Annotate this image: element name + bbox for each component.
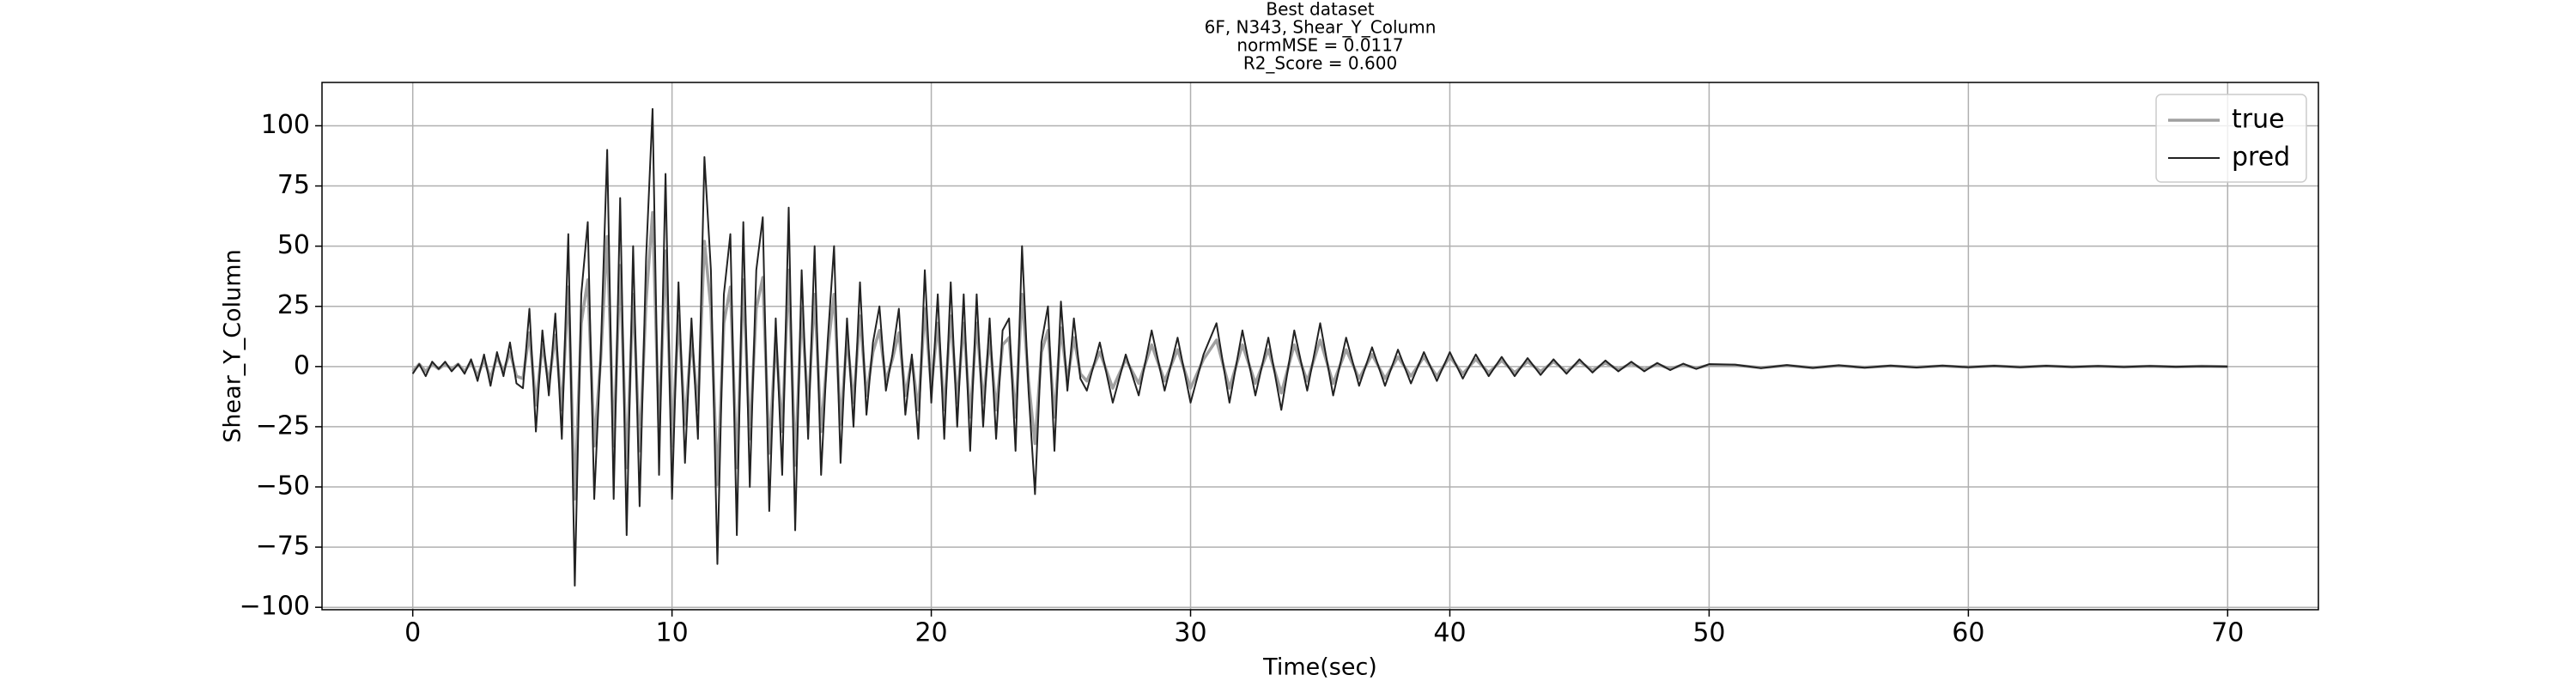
y-tick-label: −50 (256, 471, 310, 502)
y-tick-label: −25 (256, 410, 310, 441)
y-tick-label: −100 (240, 592, 310, 622)
x-tick-label: 70 (2211, 618, 2244, 648)
y-tick-label: 50 (277, 230, 310, 260)
chart-title: R2_Score = 0.600 (1243, 53, 1397, 74)
y-tick-label: 0 (294, 350, 310, 380)
x-tick-label: 0 (404, 618, 421, 648)
y-tick-label: −75 (256, 532, 310, 562)
data-line (411, 107, 2228, 587)
legend-label: pred (2232, 143, 2290, 173)
y-tick-label: 100 (261, 110, 310, 140)
plot-frame (321, 82, 2319, 611)
x-tick-label: 60 (1952, 618, 1984, 648)
x-tick-label: 10 (656, 618, 689, 648)
x-tick-label: 50 (1692, 618, 1725, 648)
chart-title: 6F, N343, Shear_Y_Column (1205, 17, 1437, 38)
x-axis-label: Time(sec) (1262, 654, 1377, 681)
y-tick-label: 25 (277, 290, 310, 320)
chart-title: Best dataset (1266, 0, 1374, 20)
legend-label: true (2232, 105, 2285, 135)
y-tick-label: 75 (277, 170, 310, 200)
legend-box (2155, 94, 2307, 183)
y-axis-label: Shear_Y_Column (220, 249, 246, 442)
x-tick-label: 20 (914, 618, 947, 648)
chart-title: normMSE = 0.0117 (1236, 35, 1403, 56)
x-tick-label: 30 (1174, 618, 1206, 648)
x-tick-label: 40 (1433, 618, 1466, 648)
